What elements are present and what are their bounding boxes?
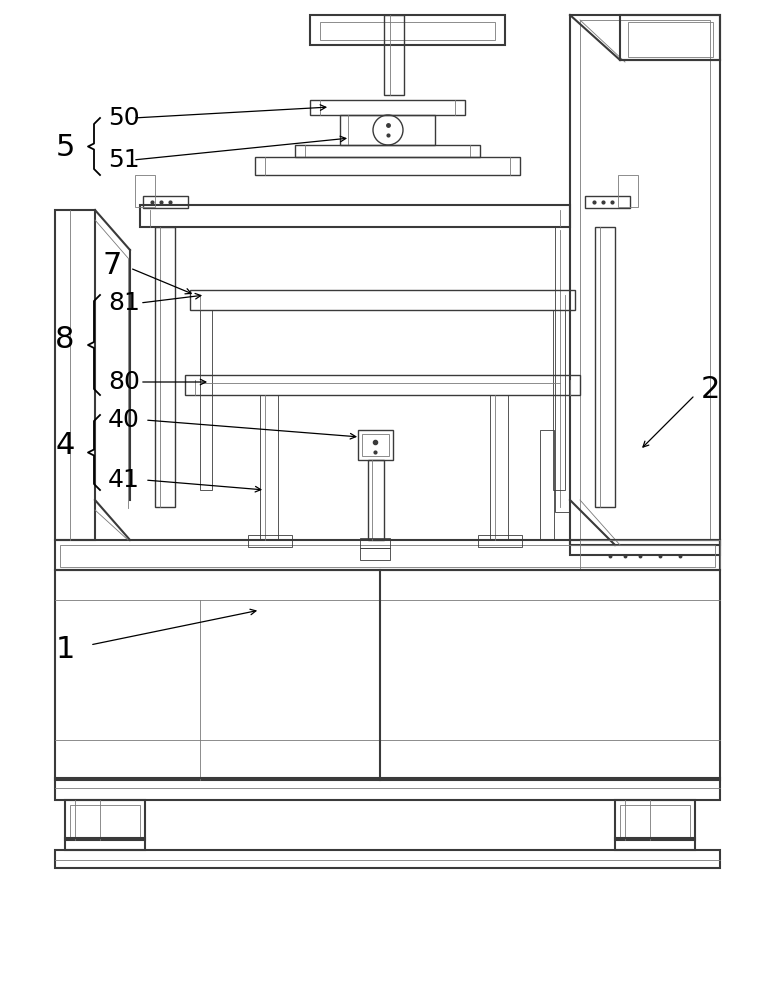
Bar (155, 227, 175, 507)
Bar (540, 430, 554, 540)
Text: 4: 4 (55, 430, 74, 460)
Bar (140, 205, 570, 227)
Bar (143, 196, 188, 208)
Text: 40: 40 (108, 408, 140, 432)
Bar (260, 395, 278, 540)
Bar (358, 430, 393, 460)
Bar (295, 145, 480, 157)
Bar (628, 22, 713, 57)
Bar (615, 800, 695, 840)
Bar (70, 805, 140, 837)
Bar (553, 310, 565, 490)
Text: 41: 41 (108, 468, 140, 492)
Bar (595, 227, 615, 507)
Bar (384, 15, 404, 95)
Bar (585, 196, 630, 208)
Text: 51: 51 (108, 148, 140, 172)
Bar (55, 850, 720, 868)
Bar (65, 838, 145, 850)
Text: 1: 1 (55, 636, 74, 664)
Bar (55, 540, 720, 570)
Bar (570, 540, 720, 555)
Bar (580, 20, 710, 540)
Bar (248, 535, 292, 547)
Bar (478, 535, 522, 547)
Bar (55, 210, 95, 540)
Bar (185, 375, 580, 395)
Text: 5: 5 (55, 133, 74, 162)
Bar (360, 548, 390, 560)
Bar (362, 434, 389, 456)
Bar (368, 460, 384, 540)
Bar (360, 538, 390, 548)
Bar (618, 175, 638, 207)
Text: 80: 80 (108, 370, 140, 394)
Bar (620, 15, 720, 60)
Bar (555, 227, 569, 512)
Bar (310, 100, 465, 115)
Bar (615, 838, 695, 850)
Bar (190, 290, 575, 310)
Bar (620, 805, 690, 837)
Bar (310, 15, 505, 45)
Bar (60, 545, 715, 567)
Text: 81: 81 (108, 291, 140, 315)
Bar (55, 570, 720, 780)
Text: 2: 2 (701, 375, 720, 404)
Bar (570, 15, 720, 545)
Text: 8: 8 (55, 326, 74, 355)
Bar (490, 395, 508, 540)
Bar (65, 800, 145, 840)
Text: 50: 50 (108, 106, 140, 130)
Bar (340, 115, 435, 145)
Bar (580, 540, 720, 570)
Text: 7: 7 (102, 250, 121, 279)
Bar (200, 310, 212, 490)
Bar (55, 778, 720, 800)
Bar (255, 157, 520, 175)
Bar (320, 22, 495, 40)
Bar (135, 175, 155, 207)
